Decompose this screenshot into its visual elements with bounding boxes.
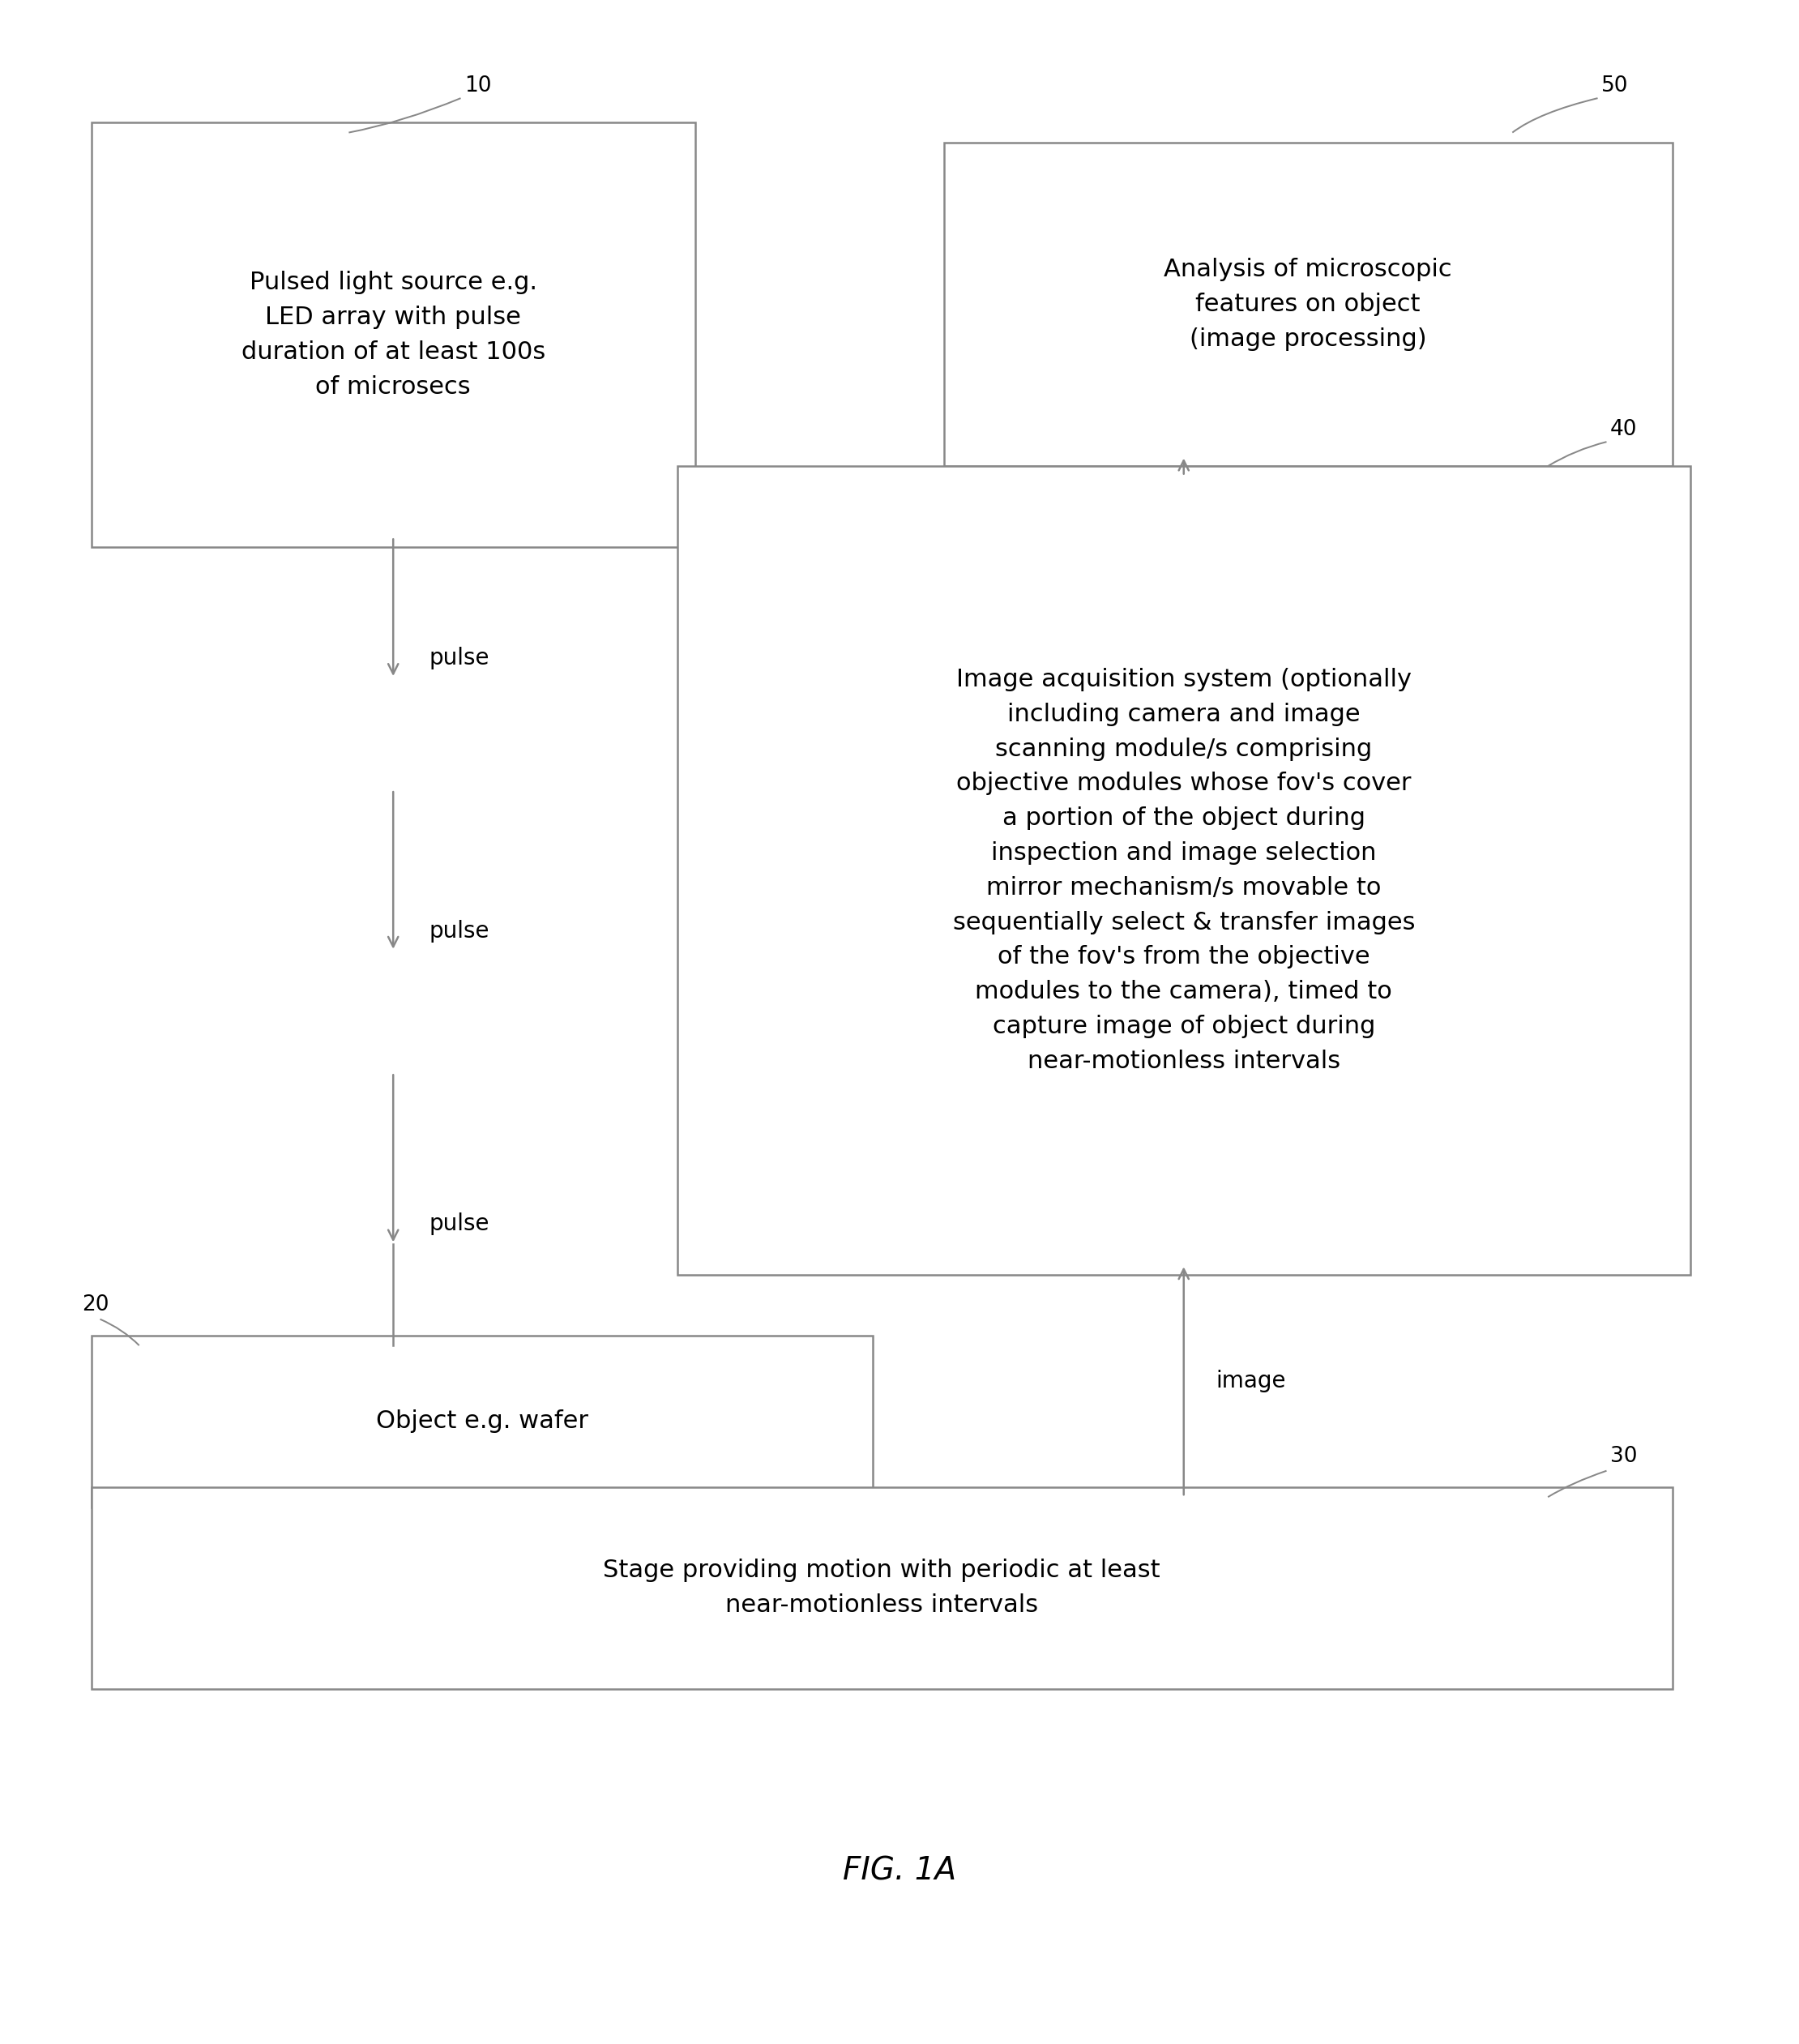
FancyBboxPatch shape: [678, 466, 1689, 1275]
Text: pulse: pulse: [428, 920, 489, 942]
Text: Image acquisition system (optionally
including camera and image
scanning module/: Image acquisition system (optionally inc…: [953, 668, 1414, 1073]
Text: 30: 30: [1610, 1445, 1637, 1468]
Text: Object e.g. wafer: Object e.g. wafer: [376, 1410, 588, 1433]
Text: FIG. 1A: FIG. 1A: [842, 1856, 957, 1887]
Text: Stage providing motion with periodic at least
near-motionless intervals: Stage providing motion with periodic at …: [603, 1560, 1160, 1617]
Text: 40: 40: [1610, 419, 1637, 439]
FancyBboxPatch shape: [92, 123, 694, 548]
Text: pulse: pulse: [428, 646, 489, 670]
Text: 10: 10: [464, 76, 491, 96]
Text: pulse: pulse: [428, 1212, 489, 1235]
Text: 20: 20: [83, 1294, 110, 1314]
Text: image: image: [1216, 1369, 1286, 1392]
FancyBboxPatch shape: [92, 1335, 873, 1506]
Text: 50: 50: [1601, 76, 1628, 96]
FancyBboxPatch shape: [92, 1486, 1673, 1688]
Text: Pulsed light source e.g.
LED array with pulse
duration of at least 100s
of micro: Pulsed light source e.g. LED array with …: [241, 272, 545, 399]
Text: Analysis of microscopic
features on object
(image processing): Analysis of microscopic features on obje…: [1164, 258, 1452, 352]
FancyBboxPatch shape: [944, 143, 1673, 466]
